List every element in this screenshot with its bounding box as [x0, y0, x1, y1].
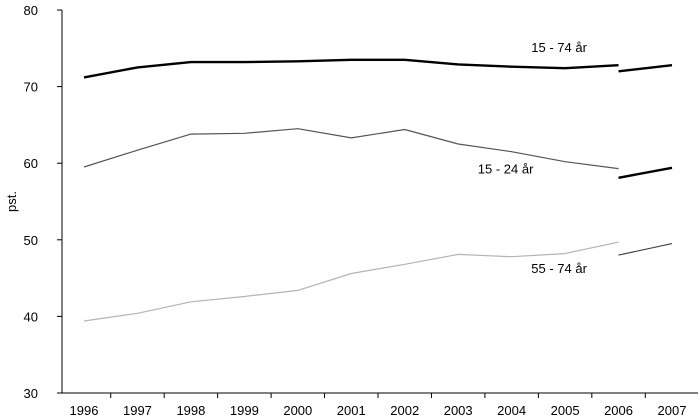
x-tick-label: 1996	[70, 403, 99, 418]
x-tick-label: 2005	[551, 403, 580, 418]
y-tick-label: 70	[24, 80, 38, 95]
series-line	[618, 243, 673, 256]
axes: 30 40 50 60 70 80 1996 1997 1998 1999 2000 2001 2002…	[24, 3, 698, 418]
x-tick-label: 2000	[283, 403, 312, 418]
y-tick-label: 30	[24, 386, 38, 401]
series-label: 15 - 24 år	[478, 162, 534, 177]
series-lines	[83, 58, 673, 322]
series-line	[83, 241, 619, 322]
series-label: 55 - 74 år	[531, 261, 587, 276]
series-labels: 15 - 74 år 15 - 24 år 55 - 74 år	[478, 40, 588, 276]
series-label: 15 - 74 år	[531, 40, 587, 55]
x-tick-label: 1999	[230, 403, 259, 418]
x-tick-label: 2001	[337, 403, 366, 418]
series-line	[83, 58, 619, 79]
x-tick-label: 2006	[604, 403, 633, 418]
y-tick-label: 60	[24, 156, 38, 171]
x-tick-label: 2002	[390, 403, 419, 418]
x-tick-label: 2004	[497, 403, 526, 418]
x-tick-label: 2003	[444, 403, 473, 418]
series-line	[618, 166, 673, 179]
x-tick-label: 1997	[123, 403, 152, 418]
x-tick-label: 2007	[658, 403, 687, 418]
x-tick-label: 1998	[176, 403, 205, 418]
y-tick-label: 80	[24, 3, 38, 18]
y-tick-label: 40	[24, 309, 38, 324]
y-axis-title: pst.	[4, 191, 19, 212]
series-line	[618, 64, 673, 73]
series-line	[83, 128, 619, 170]
y-tick-label: 50	[24, 233, 38, 248]
